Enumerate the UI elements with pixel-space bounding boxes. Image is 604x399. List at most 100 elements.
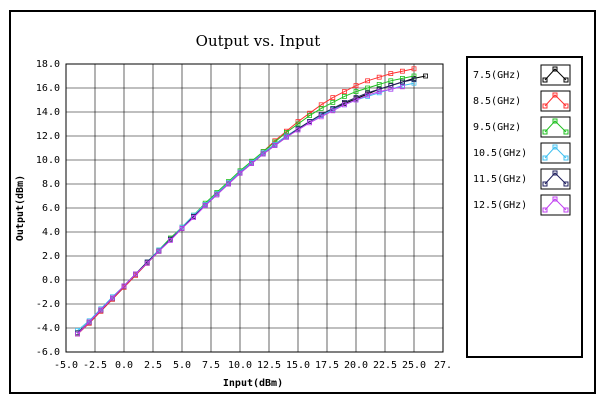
- legend-icon-marker: [542, 181, 548, 187]
- legend-icon: [544, 120, 567, 133]
- legend-label: 12.5(GHz): [473, 200, 527, 211]
- legend-icon: [544, 172, 567, 185]
- point-marker: [365, 85, 371, 91]
- legend-label: 9.5(GHz): [473, 122, 521, 133]
- legend-label: 11.5(GHz): [473, 174, 527, 185]
- y-tick-label: 8.0: [42, 179, 60, 190]
- x-tick-label: 25.0: [402, 360, 426, 371]
- point-marker: [318, 106, 324, 111]
- point-marker: [365, 78, 371, 84]
- chart-title: Output vs. Input: [196, 32, 321, 50]
- legend-icon-marker: [542, 207, 548, 213]
- point-marker: [295, 127, 301, 133]
- x-tick-label: 10.0: [228, 360, 252, 371]
- point-marker: [365, 92, 371, 98]
- point-marker: [388, 86, 394, 92]
- point-marker: [318, 102, 324, 108]
- point-marker: [318, 114, 324, 120]
- y-tick-label: 14.0: [36, 107, 60, 118]
- point-marker: [388, 83, 394, 88]
- point-marker: [330, 108, 336, 114]
- point-marker: [376, 89, 382, 94]
- y-tick-label: 16.0: [36, 83, 60, 94]
- point-marker: [399, 79, 405, 85]
- legend-icon-marker: [542, 129, 548, 135]
- point-marker: [272, 143, 278, 149]
- legend-icon-marker: [563, 207, 569, 213]
- point-marker: [376, 82, 382, 87]
- plot-border: [65, 63, 444, 353]
- legend-icon-marker: [552, 196, 558, 202]
- point-marker: [353, 83, 359, 88]
- point-marker: [98, 307, 104, 313]
- point-marker: [307, 113, 313, 118]
- x-axis-title: Input(dBm): [223, 378, 283, 389]
- point-marker: [260, 151, 266, 157]
- legend-icon: [544, 146, 567, 159]
- point-marker: [214, 192, 220, 198]
- point-marker: [388, 71, 394, 76]
- point-marker: [330, 95, 336, 100]
- series-line: [77, 86, 403, 335]
- point-marker: [307, 120, 313, 126]
- x-tick-label: -5.0: [54, 360, 78, 371]
- y-tick-label: 0.0: [42, 275, 60, 286]
- point-marker: [249, 161, 255, 167]
- point-marker: [167, 237, 173, 243]
- legend-icon: [544, 94, 567, 107]
- point-marker: [110, 295, 115, 301]
- legend-icon-marker: [552, 170, 558, 176]
- legend-label: 7.5(GHz): [473, 70, 521, 81]
- point-marker: [341, 89, 347, 94]
- y-tick-label: 10.0: [36, 155, 60, 166]
- y-tick-label: 2.0: [42, 251, 60, 262]
- legend-icon-box: [540, 142, 571, 164]
- y-axis-title: Output(dBm): [15, 175, 26, 241]
- y-tick-label: 18.0: [36, 59, 60, 70]
- point-marker: [283, 134, 289, 140]
- x-tick-label: 7.5: [202, 360, 220, 371]
- point-marker: [341, 94, 347, 99]
- x-tick-label: 27.: [434, 360, 452, 371]
- y-tick-label: -6.0: [36, 347, 60, 358]
- point-marker: [237, 170, 243, 176]
- point-marker: [399, 76, 405, 81]
- legend-icon-marker: [542, 155, 548, 161]
- point-marker: [225, 181, 231, 187]
- legend-icon-box: [540, 90, 571, 112]
- y-tick-label: 4.0: [42, 227, 60, 238]
- x-tick-label: 17.5: [315, 360, 339, 371]
- legend-icon-marker: [563, 103, 569, 109]
- legend-icon-marker: [563, 77, 569, 83]
- point-marker: [341, 102, 347, 108]
- point-marker: [295, 121, 301, 127]
- point-marker: [144, 260, 150, 266]
- legend-icon-box: [540, 116, 571, 138]
- point-marker: [179, 225, 185, 231]
- x-tick-label: 22.5: [373, 360, 397, 371]
- legend-icon-marker: [552, 144, 558, 150]
- point-marker: [353, 97, 359, 103]
- legend-label: 10.5(GHz): [473, 148, 527, 159]
- legend-icon-box: [540, 168, 571, 190]
- point-marker: [121, 283, 127, 289]
- x-tick-label: 20.0: [344, 360, 368, 371]
- point-marker: [388, 78, 394, 84]
- point-marker: [191, 215, 197, 221]
- y-tick-label: 6.0: [42, 203, 60, 214]
- legend-icon-marker: [563, 129, 569, 135]
- point-marker: [411, 80, 417, 86]
- point-marker: [330, 100, 336, 105]
- point-marker: [376, 74, 382, 80]
- legend-icon-marker: [542, 77, 548, 83]
- x-tick-label: 12.5: [257, 360, 281, 371]
- y-tick-label: 12.0: [36, 131, 60, 142]
- legend-icon-marker: [552, 66, 558, 72]
- point-marker: [411, 73, 417, 79]
- point-marker: [353, 89, 359, 94]
- y-tick-label: -4.0: [36, 323, 60, 334]
- legend-icon: [544, 68, 567, 81]
- legend-label: 8.5(GHz): [473, 96, 521, 107]
